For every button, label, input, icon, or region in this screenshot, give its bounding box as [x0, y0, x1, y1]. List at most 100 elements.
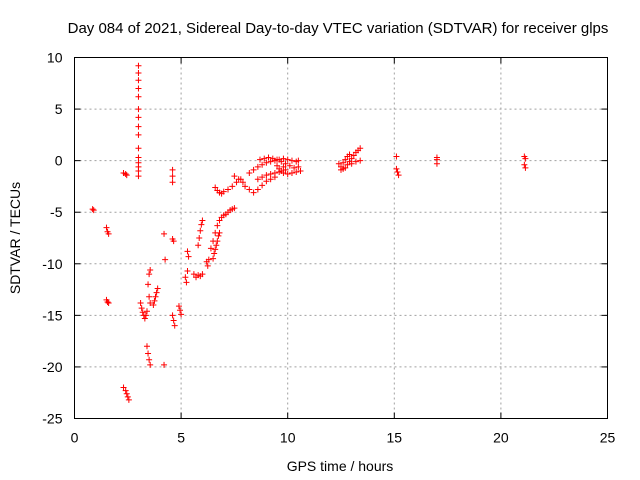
data-point-marker	[141, 315, 148, 322]
data-point-marker	[210, 255, 217, 262]
data-point-marker	[357, 145, 364, 152]
data-point-marker	[151, 297, 158, 304]
data-point-marker	[135, 167, 142, 174]
data-point-marker	[288, 170, 295, 177]
data-points	[89, 62, 529, 403]
data-point-marker	[105, 299, 112, 306]
data-point-marker	[122, 387, 129, 394]
data-point-marker	[123, 390, 130, 397]
data-point-marker	[135, 106, 142, 113]
data-point-marker	[433, 160, 440, 167]
data-point-marker	[214, 222, 221, 229]
data-point-marker	[522, 164, 529, 171]
data-point-marker	[169, 312, 176, 319]
data-point-marker	[177, 307, 184, 314]
data-point-marker	[274, 156, 281, 163]
data-point-marker	[393, 153, 400, 160]
data-point-marker	[286, 162, 293, 169]
data-point-marker	[212, 184, 219, 191]
data-point-marker	[198, 221, 205, 228]
data-point-marker	[357, 157, 364, 164]
data-point-marker	[521, 161, 528, 168]
data-point-marker	[220, 188, 227, 195]
x-tick-label: 5	[177, 430, 185, 446]
data-point-marker	[335, 160, 342, 167]
data-point-marker	[190, 271, 197, 278]
data-point-marker	[123, 172, 130, 179]
data-point-marker	[233, 179, 240, 186]
data-point-marker	[254, 186, 261, 193]
data-point-marker	[214, 238, 221, 245]
data-point-marker	[169, 173, 176, 180]
tick-layer: 0 5 10 15 20 25 10 5 0 -5 -10 -15 -20 -25	[42, 50, 615, 446]
data-point-marker	[161, 361, 168, 368]
data-point-marker	[125, 396, 132, 403]
data-point-marker	[143, 343, 150, 350]
data-point-marker	[280, 163, 287, 170]
data-point-marker	[170, 317, 177, 324]
data-point-marker	[105, 230, 112, 237]
data-point-marker	[135, 85, 142, 92]
data-point-marker	[124, 393, 131, 400]
data-point-marker	[135, 62, 142, 69]
data-point-marker	[175, 303, 182, 310]
data-point-marker	[103, 224, 110, 231]
data-point-marker	[196, 235, 203, 241]
data-point-marker	[346, 151, 353, 158]
data-point-marker	[225, 186, 232, 193]
data-point-marker	[263, 172, 270, 179]
data-point-marker	[256, 156, 263, 163]
data-point-marker	[150, 302, 157, 309]
grid-layer	[74, 57, 608, 419]
plot-frame	[74, 57, 608, 419]
data-point-marker	[522, 155, 529, 162]
data-point-marker	[259, 174, 266, 181]
data-point-marker	[265, 154, 272, 161]
data-point-marker	[152, 293, 159, 300]
data-point-marker	[135, 77, 142, 84]
data-point-marker	[297, 167, 304, 174]
y-tick-label: -25	[42, 411, 62, 427]
data-point-marker	[338, 166, 344, 173]
data-point-marker	[207, 245, 214, 252]
data-point-marker	[137, 299, 144, 306]
data-point-marker	[263, 159, 270, 166]
data-point-marker	[239, 179, 246, 186]
data-point-marker	[212, 246, 219, 253]
data-point-marker	[250, 189, 257, 196]
data-point-marker	[269, 155, 276, 162]
data-point-marker	[153, 289, 160, 296]
x-tick-label: 15	[387, 430, 403, 446]
data-point-marker	[261, 155, 268, 162]
data-point-marker	[154, 285, 161, 292]
data-point-marker	[394, 168, 401, 175]
data-point-marker	[120, 384, 127, 391]
data-point-marker	[267, 171, 274, 178]
data-point-marker	[215, 232, 222, 239]
data-point-marker	[344, 161, 351, 168]
y-axis-label: SDTVAR / TECUs	[7, 182, 23, 294]
data-point-marker	[143, 308, 150, 315]
data-point-marker	[278, 167, 285, 174]
data-point-marker	[254, 176, 261, 183]
data-point-marker	[162, 256, 169, 263]
data-point-marker	[122, 171, 129, 178]
data-point-marker	[284, 171, 291, 178]
data-point-marker	[293, 168, 300, 175]
data-point-marker	[246, 186, 253, 193]
data-point-marker	[393, 165, 400, 172]
data-point-marker	[242, 183, 249, 190]
data-point-marker	[171, 322, 178, 329]
data-point-marker	[195, 242, 202, 249]
data-point-marker	[271, 170, 278, 177]
data-point-marker	[295, 157, 302, 164]
data-point-marker	[89, 206, 96, 213]
data-point-marker	[197, 227, 204, 234]
data-point-marker	[282, 160, 289, 167]
data-point-marker	[142, 312, 149, 319]
data-point-marker	[231, 205, 238, 212]
data-point-marker	[288, 157, 295, 164]
y-tick-label: 10	[47, 50, 63, 66]
data-point-marker	[282, 166, 289, 173]
data-point-marker	[139, 309, 146, 316]
